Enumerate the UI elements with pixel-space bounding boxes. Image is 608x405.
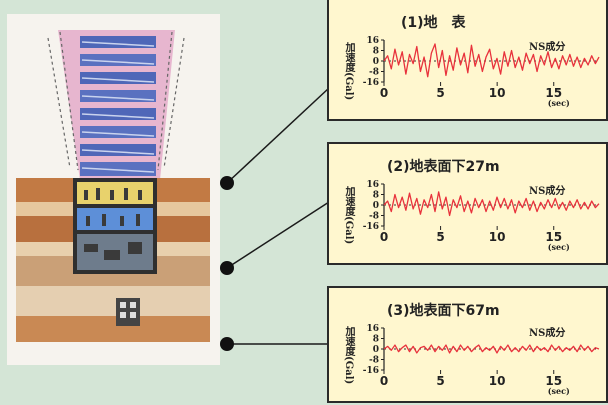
y-tick-label: -8 (369, 212, 379, 222)
x-tick-label: 10 (489, 86, 506, 100)
deep-sensor (116, 298, 140, 326)
x-axis-label: (sec) (548, 386, 570, 396)
x-tick-label: 5 (436, 230, 444, 244)
y-tick-label: 0 (373, 345, 379, 355)
y-tick-label: 8 (373, 335, 379, 345)
component-label: NS成分 (529, 328, 566, 339)
x-tick-label: 0 (380, 374, 388, 388)
y-tick-label: -16 (363, 222, 379, 232)
y-tick-label: 0 (373, 201, 379, 211)
building-halo (58, 30, 175, 180)
x-tick-label: 0 (380, 230, 388, 244)
x-tick-label: 15 (545, 374, 562, 388)
building-floor-lines (81, 41, 155, 173)
chart-panel-67m: (3)地表面下67m NS成分 加速度(Gal) 16 8 0 -8 -16 0 5 10 15… (327, 286, 608, 403)
x-tick-label: 5 (436, 374, 444, 388)
component-label: NS成分 (529, 42, 566, 53)
sway-marks (47, 31, 185, 171)
y-axis-label: 加速度(Gal) (343, 186, 354, 245)
x-axis-label: (sec) (548, 242, 570, 252)
sensor-dot-27m (220, 261, 234, 275)
y-tick-label: 0 (373, 57, 379, 67)
sensor-dot-67m (220, 337, 234, 351)
acceleration-series-line (383, 191, 600, 217)
acceleration-series-line (383, 43, 600, 78)
component-label: NS成分 (529, 186, 566, 197)
x-tick-label: 0 (380, 86, 388, 100)
x-tick-label: 10 (489, 374, 506, 388)
x-tick-label: 10 (489, 230, 506, 244)
y-axis-label: 加速度(Gal) (343, 42, 354, 101)
x-tick-label: 5 (436, 86, 444, 100)
chart-panel-27m: (2)地表面下27m NS成分 加速度(Gal) 16 8 0 -8 -16 0 5 10 15… (327, 142, 608, 265)
chart-title: (1)地 表 (401, 15, 466, 31)
y-tick-label: -8 (369, 68, 379, 78)
y-tick-label: 16 (366, 324, 379, 334)
x-tick-label: 15 (545, 86, 562, 100)
acceleration-series-line (383, 344, 600, 354)
sensor-dot-surface (220, 176, 234, 190)
chart-title: (3)地表面下67m (387, 303, 500, 319)
connector-lines (226, 87, 330, 345)
chart-panel-surface: (1)地 表 NS成分 加速度(Gal) 16 8 0 -8 -16 0 5 10 15 (sec… (327, 0, 608, 121)
x-tick-label: 15 (545, 230, 562, 244)
x-axis-label: (sec) (548, 98, 570, 108)
y-tick-label: 8 (373, 47, 379, 57)
chart-title: (2)地表面下27m (387, 159, 500, 175)
basement-people (84, 188, 142, 260)
basement-floor-2 (77, 208, 153, 230)
y-tick-label: -16 (363, 78, 379, 88)
y-tick-label: -8 (369, 356, 379, 366)
y-tick-label: 8 (373, 191, 379, 201)
y-axis-label: 加速度(Gal) (343, 326, 354, 385)
y-tick-label: 16 (366, 180, 379, 190)
y-tick-label: -16 (363, 366, 379, 376)
y-tick-label: 16 (366, 36, 379, 46)
